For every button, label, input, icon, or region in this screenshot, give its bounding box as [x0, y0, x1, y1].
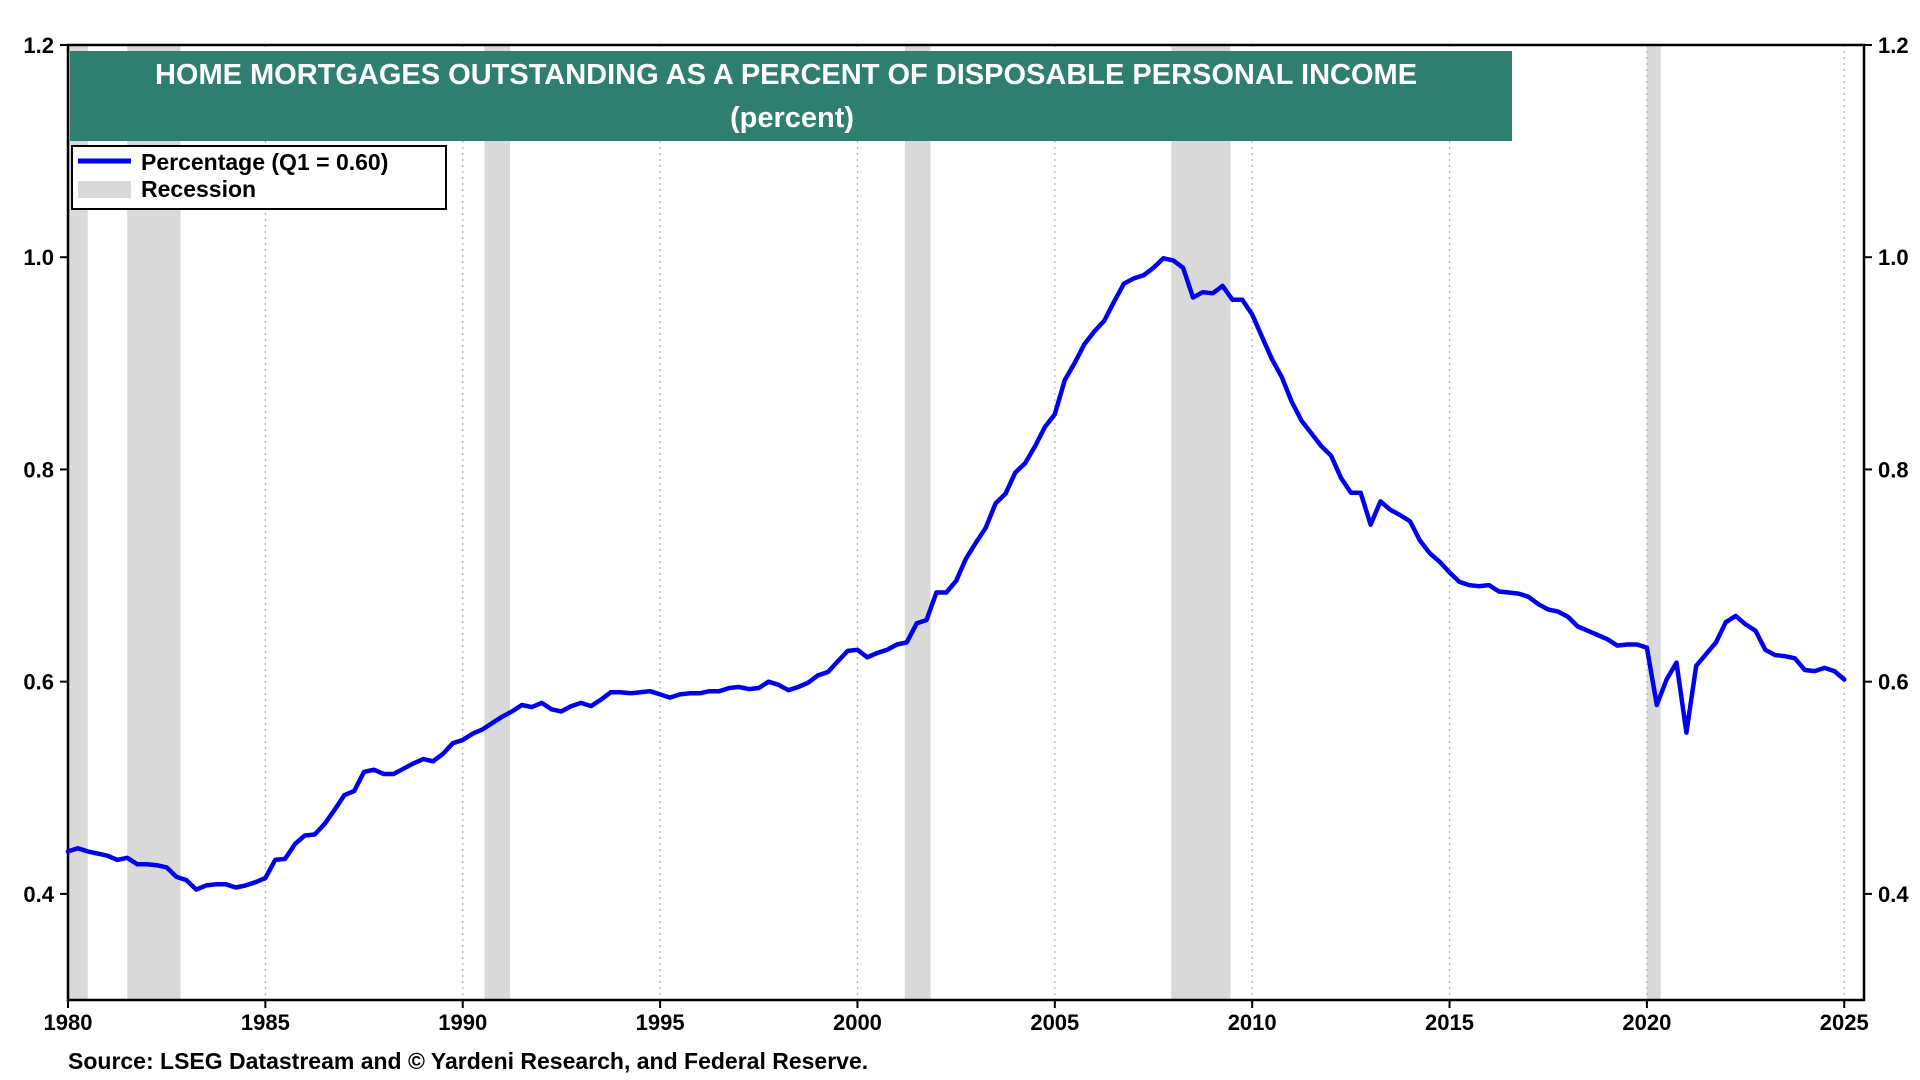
recession-band-2: [484, 45, 511, 1000]
x-tick-label-2015: 2015: [1425, 1010, 1474, 1035]
x-tick-label-1985: 1985: [241, 1010, 290, 1035]
plot-frame: [66, 43, 1866, 1002]
chart-title: HOME MORTGAGES OUTSTANDING AS A PERCENT …: [155, 59, 1417, 91]
y-tick-label-left-0.8: 0.8: [23, 457, 54, 482]
legend-box: [71, 145, 447, 210]
legend-label-recession: Recession: [141, 176, 256, 202]
y-tick-label-right-0.6: 0.6: [1878, 670, 1909, 695]
recession-band-5: [1646, 45, 1661, 1000]
y-tick-label-left-0.6: 0.6: [23, 670, 54, 695]
x-tick-label-2000: 2000: [833, 1010, 882, 1035]
x-tick-label-1990: 1990: [438, 1010, 487, 1035]
x-tick-label-2005: 2005: [1030, 1010, 1079, 1035]
x-tick-label-2010: 2010: [1228, 1010, 1277, 1035]
y-tick-label-right-0.4: 0.4: [1878, 882, 1909, 907]
legend-label-percentage: Percentage (Q1 = 0.60): [141, 149, 388, 175]
y-tick-label-left-0.4: 0.4: [23, 882, 54, 907]
chart-subtitle: (percent): [730, 102, 854, 134]
x-tick-label-1980: 1980: [44, 1010, 93, 1035]
axis-ticks: 1980 1985 1990 1995 2000 2005 2010 2015 2020 2025…: [23, 33, 1909, 1035]
legend-swatch-recession: [78, 181, 131, 198]
recession-bands: [68, 45, 1661, 1000]
title-banner: HOME MORTGAGES OUTSTANDING AS A PERCENT …: [70, 51, 1512, 141]
recession-band-3: [904, 45, 931, 1000]
series-line-0: [65, 256, 1847, 892]
recession-band-4: [1171, 45, 1231, 1000]
series-lines: [65, 256, 1847, 892]
title-background: [70, 51, 1512, 141]
x-tick-label-2025: 2025: [1820, 1010, 1869, 1035]
y-tick-label-right-0.8: 0.8: [1878, 457, 1909, 482]
x-tick-label-1995: 1995: [636, 1010, 685, 1035]
y-tick-label-right-1.0: 1.0: [1878, 245, 1909, 270]
legend: Percentage (Q1 = 0.60) Recession: [71, 145, 447, 210]
y-tick-label-right-1.2: 1.2: [1878, 33, 1909, 58]
recession-band-0: [68, 45, 88, 1000]
y-tick-label-left-1.0: 1.0: [23, 245, 54, 270]
y-tick-label-left-1.2: 1.2: [23, 33, 54, 58]
x-tick-label-2020: 2020: [1622, 1010, 1671, 1035]
source-note: Source: LSEG Datastream and © Yardeni Re…: [68, 1048, 869, 1074]
